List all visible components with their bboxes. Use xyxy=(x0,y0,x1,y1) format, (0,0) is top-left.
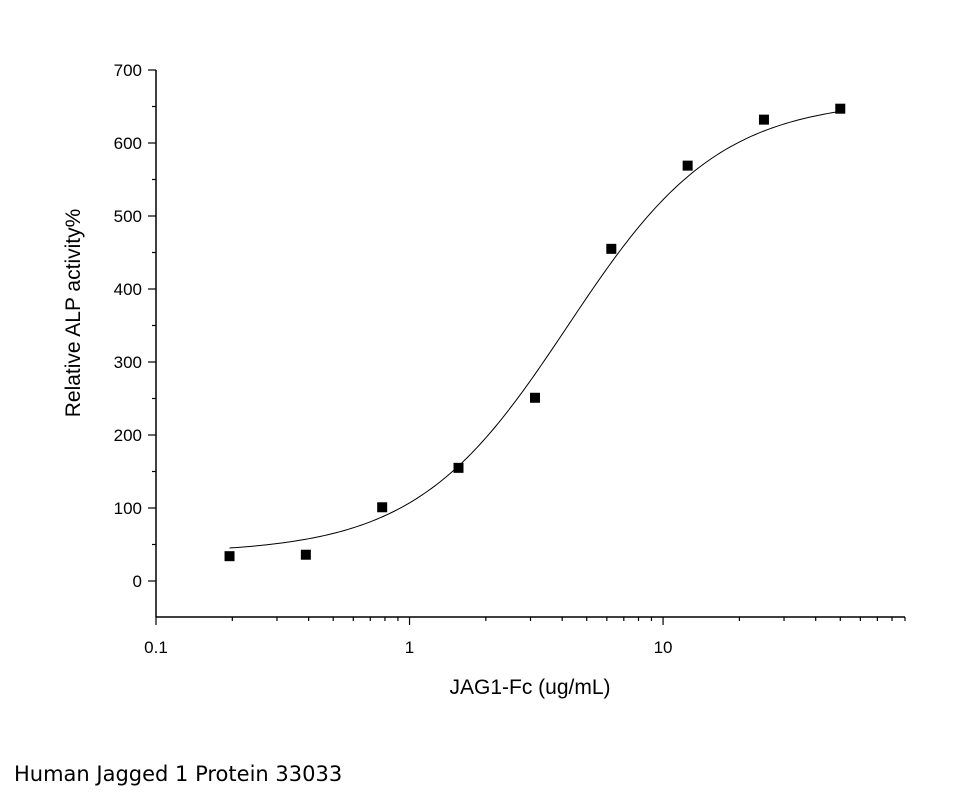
y-tick-label: 400 xyxy=(114,280,142,299)
data-point xyxy=(224,551,235,562)
data-point xyxy=(300,549,311,560)
data-point xyxy=(377,502,388,513)
curve-layer xyxy=(229,110,841,549)
figure-caption: Human Jagged 1 Protein 33033 xyxy=(14,762,343,786)
fit-curve xyxy=(229,110,841,549)
data-point xyxy=(758,114,769,125)
data-point xyxy=(453,462,464,473)
y-axis-title: Relative ALP activity% xyxy=(62,209,85,418)
y-tick-label: 200 xyxy=(114,426,142,445)
axes xyxy=(155,70,905,618)
data-point xyxy=(529,392,540,403)
x-axis-title: JAG1-Fc (ug/mL) xyxy=(449,676,610,699)
y-tick-label: 0 xyxy=(133,572,142,591)
data-point xyxy=(606,243,617,254)
x-tick-label: 1 xyxy=(405,638,414,657)
chart: 0 100 200 300 400 500 600 700 0.1 1 10 JAG1-Fc (ug… xyxy=(62,61,906,699)
y-tick-label: 300 xyxy=(114,353,142,372)
y-tick-label: 600 xyxy=(114,134,142,153)
x-tick-label: 0.1 xyxy=(144,638,168,657)
data-point xyxy=(835,103,846,114)
x-tick-label: 10 xyxy=(654,638,673,657)
y-tick-label: 500 xyxy=(114,207,142,226)
ticks: 0 100 200 300 400 500 600 700 0.1 1 10 xyxy=(114,61,906,657)
points-layer xyxy=(224,103,846,562)
y-tick-label: 100 xyxy=(114,499,142,518)
y-tick-label: 700 xyxy=(114,61,142,80)
data-point xyxy=(682,160,693,171)
